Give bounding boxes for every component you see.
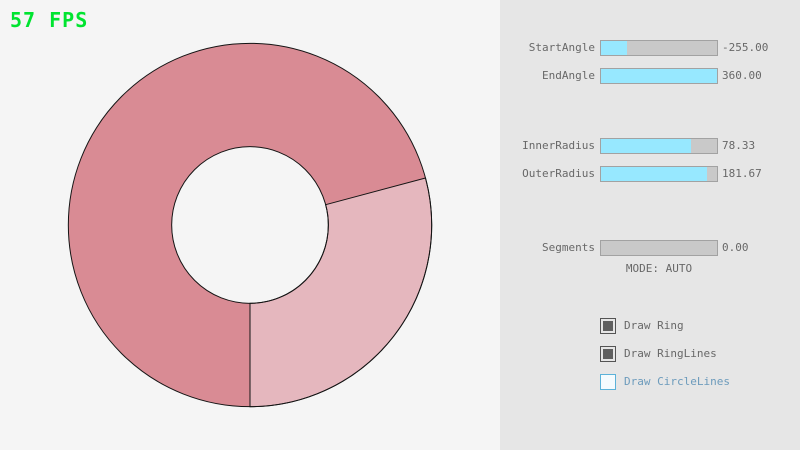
slider-row-endangle: EndAngle 360.00 — [500, 68, 800, 84]
segments-value: 0.00 — [722, 241, 749, 254]
ring-canvas: 57 FPS — [10, 8, 433, 408]
draw-circlelines-checkbox[interactable] — [600, 374, 616, 390]
innerradius-label: InnerRadius — [522, 139, 595, 152]
slider-row-innerradius: InnerRadius 78.33 — [500, 138, 800, 154]
startangle-value: -255.00 — [722, 41, 769, 54]
draw-ring-checkbox[interactable] — [600, 318, 616, 334]
innerradius-slider-fill — [601, 139, 692, 153]
segments-label: Segments — [542, 241, 595, 254]
outerradius-value: 181.67 — [722, 167, 762, 180]
outerradius-slider-fill — [601, 167, 707, 181]
endangle-slider-fill — [601, 69, 717, 83]
outerradius-label: OuterRadius — [522, 167, 595, 180]
slider-row-segments: Segments 0.00 — [500, 240, 800, 256]
draw-ringlines-checkbox[interactable] — [600, 346, 616, 362]
endangle-label: EndAngle — [542, 69, 595, 82]
mode-status-text: MODE: AUTO — [625, 262, 693, 275]
startangle-slider[interactable] — [600, 40, 718, 56]
draw-ringlines-label: Draw RingLines — [624, 347, 717, 360]
segments-slider[interactable] — [600, 240, 718, 256]
fps-counter: 57 FPS — [10, 8, 89, 32]
startangle-label: StartAngle — [528, 41, 595, 54]
ring-chart — [67, 42, 433, 408]
innerradius-slider[interactable] — [600, 138, 718, 154]
draw-circlelines-label: Draw CircleLines — [624, 375, 730, 388]
draw-ring-label: Draw Ring — [624, 319, 684, 332]
endangle-value: 360.00 — [722, 69, 762, 82]
slider-row-outerradius: OuterRadius 181.67 — [500, 166, 800, 182]
slider-row-startangle: StartAngle -255.00 — [500, 40, 800, 56]
endangle-slider[interactable] — [600, 68, 718, 84]
startangle-slider-fill — [601, 41, 627, 55]
control-panel: StartAngle -255.00 EndAngle 360.00 Inner… — [500, 0, 800, 450]
outerradius-slider[interactable] — [600, 166, 718, 182]
innerradius-value: 78.33 — [722, 139, 756, 152]
